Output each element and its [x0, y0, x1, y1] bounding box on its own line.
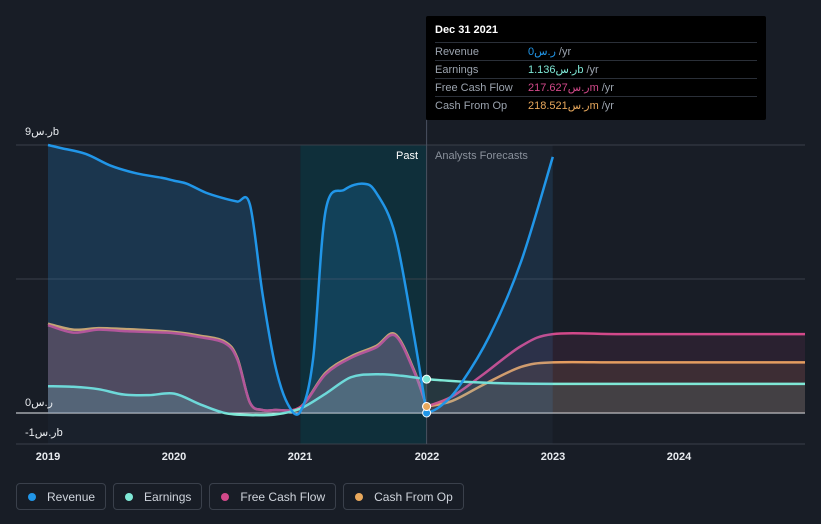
tooltip-unit-earnings: /yr: [586, 63, 599, 76]
y-tick-label-top: 9ر.سb: [25, 126, 60, 138]
marker-cash-from-op: [422, 401, 432, 411]
x-tick-label-2024: 2024: [666, 451, 692, 463]
tooltip-row-earnings: Earnings 1.136ر.سb /yr: [435, 60, 757, 78]
forecast-area-revenue: [426, 156, 553, 413]
future-region: [552, 145, 805, 444]
legend-item-revenue[interactable]: Revenue: [16, 483, 107, 510]
tooltip-row-free-cash-flow: Free Cash Flow 217.627ر.سm /yr: [435, 78, 757, 96]
legend-label-earnings: Earnings: [144, 489, 192, 504]
legend-label-cash-from-op: Cash From Op: [374, 489, 453, 504]
forecast-area-earnings: [426, 379, 805, 413]
legend: Revenue Earnings Free Cash Flow Cash Fro…: [16, 483, 464, 512]
x-tick-label-2020: 2020: [161, 451, 187, 463]
x-tick-label-2022: 2022: [414, 451, 440, 463]
legend-item-free-cash-flow[interactable]: Free Cash Flow: [209, 483, 337, 510]
line-free-cash-flow: [47, 323, 428, 412]
past-label: Past: [396, 150, 419, 162]
tooltip-row-cash-from-op: Cash From Op 218.521ر.سm /yr: [435, 96, 757, 114]
legend-item-cash-from-op[interactable]: Cash From Op: [343, 483, 464, 510]
marker-earnings: [422, 374, 432, 384]
tooltip-unit-revenue: /yr: [558, 45, 572, 58]
y-tick-label-bottom: -1ر.سb: [25, 427, 63, 439]
tooltip-row-revenue: Revenue 0ر.س /yr: [435, 42, 757, 60]
tooltip-unit-cash-from-op: /yr: [601, 99, 614, 112]
highlight-region: [300, 145, 427, 444]
tooltip-date: Dec 31 2021: [435, 24, 498, 36]
legend-item-earnings[interactable]: Earnings: [113, 483, 203, 510]
tooltip-value-cash-from-op: 218.521ر.سm: [528, 100, 599, 112]
forecast-area-free-cash-flow: [426, 333, 805, 413]
data-tooltip: Dec 31 2021 Revenue 0ر.س /yr Earnings 1.…: [426, 16, 766, 120]
x-tick-label-2021: 2021: [287, 451, 313, 463]
y-tick-label-zero: 0ر.س: [25, 397, 53, 409]
line-earnings: [47, 372, 427, 417]
forecast-line-cash-from-op: [426, 360, 805, 408]
forecast-line-revenue: [426, 156, 554, 415]
tooltip-value-revenue: 0ر.س: [528, 46, 556, 58]
area-free-cash-flow: [48, 325, 427, 413]
legend-label-revenue: Revenue: [47, 489, 96, 504]
tooltip-label-earnings: Earnings: [435, 63, 479, 76]
tooltip-unit-free-cash-flow: /yr: [601, 81, 614, 94]
legend-dot-free-cash-flow: [221, 492, 230, 501]
area-revenue: [48, 145, 427, 415]
forecast-area-cash-from-op: [426, 362, 805, 413]
tooltip-label-cash-from-op: Cash From Op: [435, 99, 508, 112]
x-tick-label-2019: 2019: [35, 451, 61, 463]
forecast-region: [426, 145, 553, 444]
legend-dot-cash-from-op: [355, 492, 364, 501]
legend-dot-revenue: [28, 492, 36, 501]
forecast-label: Analysts Forecasts: [435, 150, 528, 162]
tooltip-label-revenue: Revenue: [435, 45, 480, 58]
x-tick-label-2023: 2023: [540, 451, 566, 463]
forecast-line-free-cash-flow: [426, 331, 805, 408]
area-earnings: [48, 374, 427, 416]
legend-label-free-cash-flow: Free Cash Flow: [240, 489, 326, 504]
tooltip-value-earnings: 1.136ر.سb: [528, 64, 584, 76]
tooltip-value-free-cash-flow: 217.627ر.سm: [528, 82, 599, 94]
line-revenue: [47, 143, 428, 416]
tooltip-label-free-cash-flow: Free Cash Flow: [435, 81, 513, 94]
forecast-line-earnings: [426, 377, 805, 386]
legend-dot-earnings: [125, 492, 134, 501]
